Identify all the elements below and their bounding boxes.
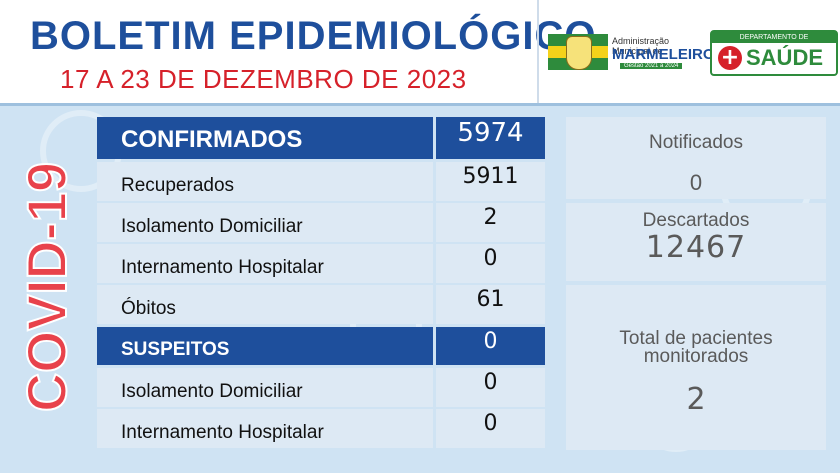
recuperados-value: 5911: [462, 164, 519, 189]
covid-vertical-text: COVID-19: [14, 161, 79, 413]
municipality-caption: Administração Municipal de: [612, 36, 670, 56]
obitos-label: Óbitos: [121, 298, 176, 319]
municipality-name: MARMELEIRO: [612, 46, 715, 63]
covid-label-text: COVID-19: [15, 162, 78, 412]
panel-monitorados: [566, 285, 826, 450]
header-divider: [537, 0, 539, 103]
monitorados-value: 2: [686, 382, 706, 417]
municipality-period: Gestão 2021 a 2024: [620, 63, 683, 69]
confirmados-value: 5974: [457, 118, 524, 148]
descartados-label: Descartados: [642, 210, 750, 231]
row-internamento: Internamento Hospitalar 0: [97, 244, 545, 283]
header-banner: BOLETIM EPIDEMIOLÓGICO 17 A 23 DE DEZEMB…: [0, 0, 840, 106]
municipality-logo: Administração Municipal de MARMELEIRO Ge…: [548, 34, 715, 70]
date-range: 17 A 23 DE DEZEMBRO DE 2023: [60, 64, 467, 94]
descartados-value: 12467: [645, 230, 747, 265]
susp-isolamento-value: 0: [483, 370, 498, 395]
susp-internamento-label: Internamento Hospitalar: [121, 422, 324, 443]
susp-isolamento-label: Isolamento Domiciliar: [121, 381, 303, 402]
health-department-logo: DEPARTAMENTO DE + SAÚDE: [710, 30, 838, 76]
panel-notificados: [566, 117, 826, 199]
notificados-value: 0: [689, 170, 703, 195]
page-title: BOLETIM EPIDEMIOLÓGICO: [30, 14, 597, 58]
department-name: SAÚDE: [746, 45, 824, 70]
department-caption: DEPARTAMENTO DE: [712, 32, 836, 43]
panel-descartados: [566, 203, 826, 281]
isolamento-value: 2: [483, 205, 498, 230]
notificados-label: Notificados: [649, 132, 743, 153]
red-cross-icon: +: [718, 46, 742, 70]
row-susp-internamento: Internamento Hospitalar 0: [97, 409, 545, 448]
recuperados-label: Recuperados: [121, 175, 235, 196]
suspeitos-label: SUSPEITOS: [121, 339, 230, 360]
covid-side-label: COVID-19: [8, 150, 88, 420]
suspeitos-value: 0: [483, 329, 498, 354]
row-isolamento: Isolamento Domiciliar 2: [97, 203, 545, 242]
internamento-label: Internamento Hospitalar: [121, 257, 324, 278]
obitos-value: 61: [476, 287, 505, 312]
row-obitos: Óbitos 61: [97, 285, 545, 324]
monitorados-label: Total de pacientes monitorados: [619, 328, 773, 367]
internamento-value: 0: [483, 246, 498, 271]
crest-icon: [566, 36, 592, 70]
row-confirmados: CONFIRMADOS 5974: [97, 117, 545, 159]
confirmados-label: CONFIRMADOS: [121, 126, 303, 153]
row-suspeitos: SUSPEITOS 0: [97, 327, 545, 365]
row-susp-isolamento: Isolamento Domiciliar 0: [97, 368, 545, 407]
susp-internamento-value: 0: [483, 411, 498, 436]
isolamento-label: Isolamento Domiciliar: [121, 216, 303, 237]
row-recuperados: Recuperados 5911: [97, 162, 545, 201]
